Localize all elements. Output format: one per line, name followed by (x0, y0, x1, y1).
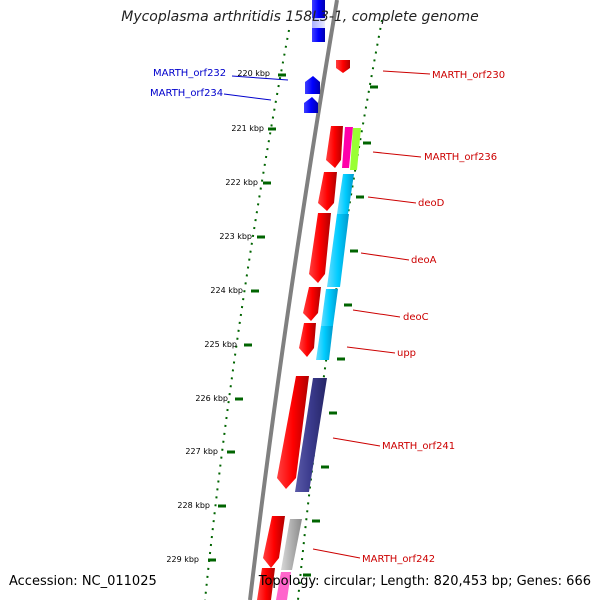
scale-ticks (208, 73, 378, 577)
label-marth-orf242[interactable]: MARTH_orf242 (362, 554, 435, 565)
gene-marth-orf236-lime[interactable] (350, 128, 361, 170)
tick-label-227: 227 kbp (185, 447, 218, 456)
leader-marth-orf241 (332, 437, 381, 447)
tick-label-226: 226 kbp (195, 394, 228, 403)
label-marth-orf232[interactable]: MARTH_orf232 (153, 68, 226, 79)
gene-marth-orf230[interactable] (336, 60, 350, 73)
gene-marth-orf234[interactable] (304, 97, 318, 113)
label-marth-orf241[interactable]: MARTH_orf241 (382, 441, 455, 452)
leader-deoA (360, 252, 410, 261)
tick-label-223: 223 kbp (219, 232, 252, 241)
gene-marth-orf242[interactable] (281, 519, 302, 570)
gene-marth-orf232[interactable] (305, 76, 320, 94)
leader-marth-orf242 (312, 548, 361, 559)
gene-red-bottom[interactable] (257, 568, 275, 600)
tick-label-225: 225 kbp (204, 340, 237, 349)
label-deoD[interactable]: deoD (418, 198, 445, 209)
tick-label-221: 221 kbp (231, 124, 264, 133)
tick-label-229: 229 kbp (166, 555, 199, 564)
gene-red-orf242[interactable] (263, 516, 285, 568)
gene-marth-orf236-magenta[interactable] (342, 127, 353, 168)
leader-upp (346, 346, 396, 354)
gene-marth-orf241[interactable] (295, 378, 327, 492)
gene-red-deoA[interactable] (309, 213, 331, 283)
gene-deoD[interactable] (337, 174, 354, 214)
genome-backbone (248, 0, 339, 600)
gene-magenta-bottom[interactable] (276, 572, 291, 600)
leader-deoD (367, 196, 417, 204)
gene-red-deoD[interactable] (318, 172, 337, 211)
label-deoC[interactable]: deoC (403, 312, 429, 323)
tick-label-224: 224 kbp (210, 286, 243, 295)
leader-marth-orf234 (223, 93, 272, 101)
map-title: Mycoplasma arthritidis 158L3-1, complete… (121, 9, 479, 25)
gene-red-orf241[interactable] (277, 376, 309, 489)
label-upp[interactable]: upp (397, 348, 416, 359)
leader-marth-orf230 (382, 70, 431, 75)
gene-blue-top-pale[interactable] (312, 18, 325, 28)
genome-summary-text: Topology: circular; Length: 820,453 bp; … (258, 574, 591, 589)
label-marth-orf236[interactable]: MARTH_orf236 (424, 152, 497, 163)
gene-red-upp[interactable] (299, 323, 316, 357)
leader-marth-orf236 (372, 151, 422, 158)
gene-red-236a[interactable] (326, 126, 343, 168)
gene-deoA[interactable] (327, 214, 349, 287)
gene-upp[interactable] (316, 326, 333, 360)
accession-text: Accession: NC_011025 (9, 574, 157, 589)
leader-marth-orf232 (231, 75, 289, 81)
outer-left-dotted-track (204, 29, 290, 600)
tick-label-222: 222 kbp (225, 178, 258, 187)
label-marth-orf230[interactable]: MARTH_orf230 (432, 70, 505, 81)
label-deoA[interactable]: deoA (411, 255, 437, 266)
leader-deoC (352, 309, 401, 318)
tick-label-220: 220 kbp (237, 69, 270, 78)
label-marth-orf234[interactable]: MARTH_orf234 (150, 88, 223, 99)
gene-red-deoC[interactable] (303, 287, 321, 321)
gene-deoC[interactable] (321, 289, 338, 326)
tick-label-228: 228 kbp (177, 501, 210, 510)
